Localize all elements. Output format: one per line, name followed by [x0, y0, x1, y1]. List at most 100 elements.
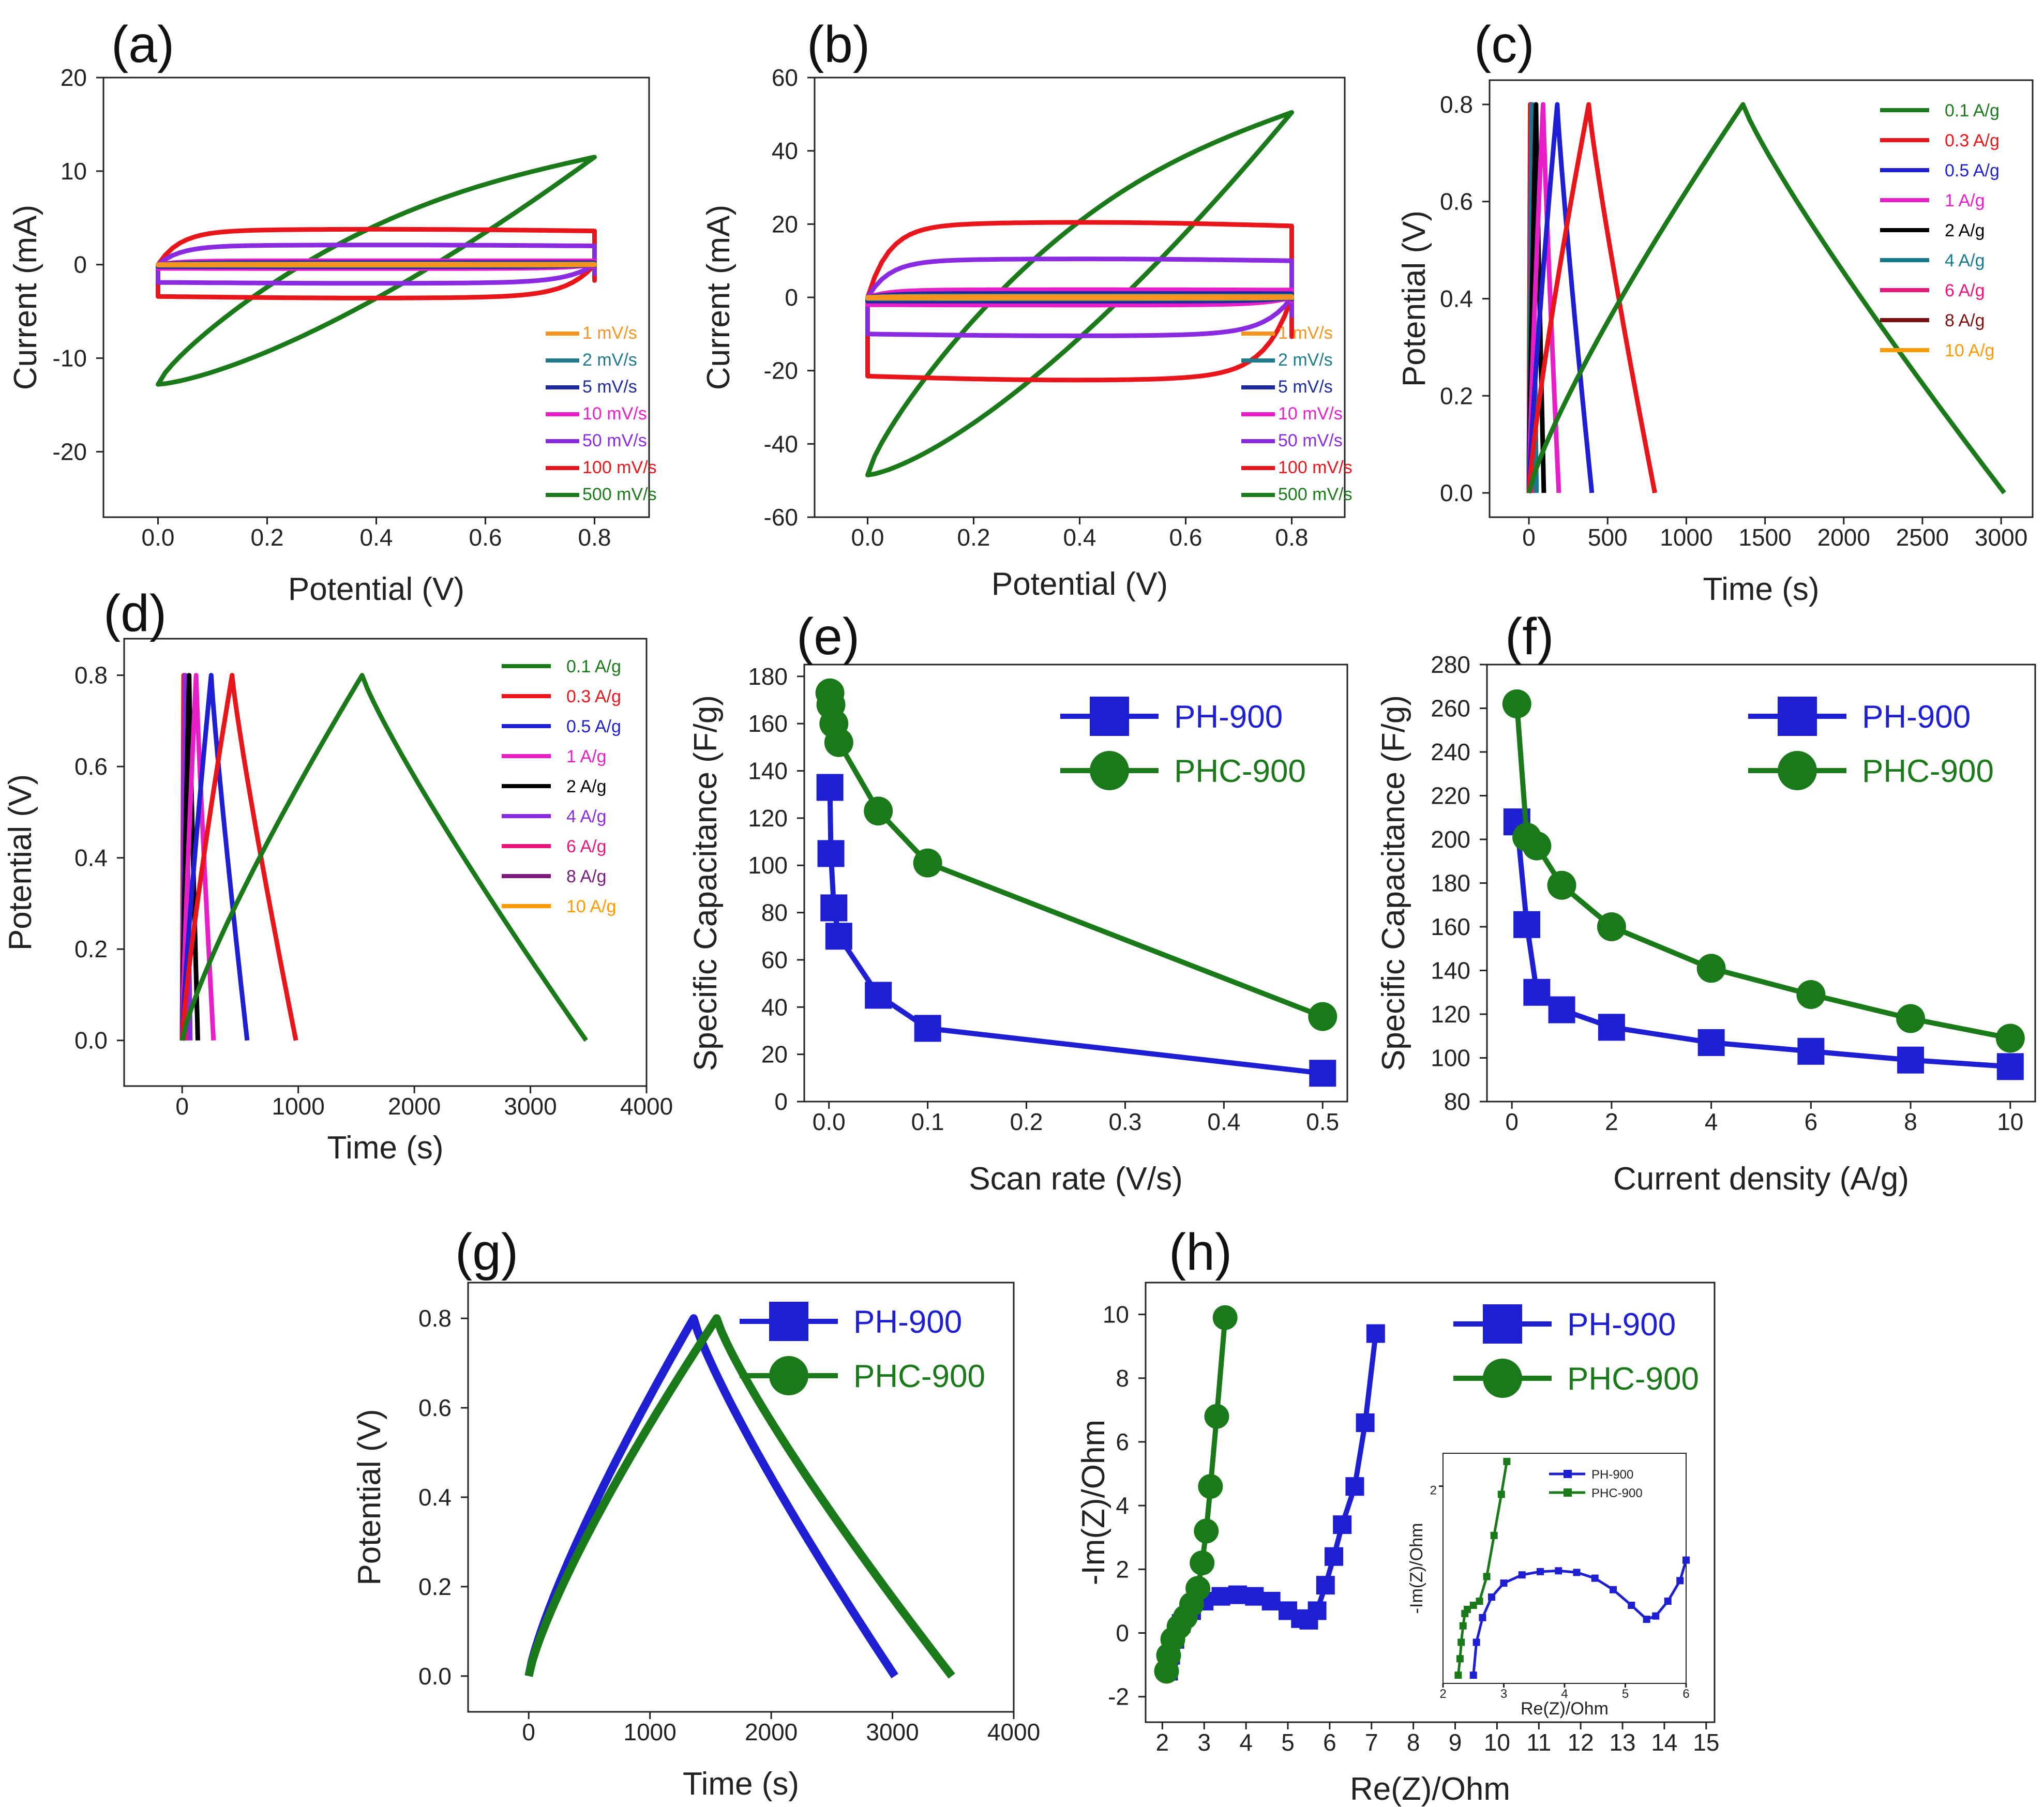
h-series-0-marker-square [1316, 1576, 1335, 1595]
f-series-1-marker-circle [1522, 831, 1552, 861]
b-y-tick-label: -60 [764, 504, 798, 531]
e-y-tick-label: 120 [748, 805, 788, 832]
f-y-tick-label: 280 [1431, 651, 1470, 678]
c-y-tick-label: 0.6 [1440, 188, 1473, 215]
f-series-0-marker-square [1897, 1046, 1925, 1074]
g-x-tick-label: 4000 [987, 1719, 1040, 1745]
e-legend-marker-square [1090, 697, 1129, 736]
e-series-1-marker-circle [913, 848, 942, 878]
e-x-tick-label: 0.2 [1010, 1108, 1043, 1135]
e-series-0-marker-square [865, 982, 892, 1009]
c-legend-label: 2 A/g [1945, 221, 1985, 240]
a-x-tick-label: 0.4 [360, 524, 393, 551]
f-y-tick-label: 240 [1431, 739, 1470, 765]
h-x-axis-label: Re(Z)/Ohm [1350, 1771, 1510, 1807]
c-series-0-curve [1526, 102, 2006, 494]
d-legend-label: 6 A/g [566, 837, 607, 856]
h-inset-series-0-marker [1518, 1571, 1526, 1579]
h-series-1-marker-circle [1198, 1474, 1223, 1499]
d-legend-label: 0.3 A/g [566, 687, 621, 706]
h-x-tick-label: 10 [1484, 1729, 1510, 1756]
f-series-0-marker-square [1548, 996, 1575, 1023]
h-series-1-marker-circle [1212, 1305, 1238, 1330]
a-x-tick-label: 0.0 [142, 524, 175, 551]
c-x-tick-label: 500 [1588, 524, 1628, 551]
c-y-tick-label: 0.4 [1440, 285, 1473, 312]
b-legend-label: 5 mV/s [1278, 377, 1333, 397]
h-inset-series-0-marker [1610, 1586, 1617, 1593]
h_inset-y-tick-label: 2 [1430, 1484, 1437, 1498]
h-inset-series-0-marker [1676, 1577, 1684, 1585]
c-series-1-curve [1526, 102, 1658, 493]
h-inset-series-0-marker [1682, 1556, 1690, 1564]
f-legend-marker-circle [1778, 751, 1817, 790]
g-y-tick-label: 0.8 [418, 1305, 452, 1332]
e-x-axis-label: Scan rate (V/s) [969, 1161, 1182, 1197]
d-series-1-curve [179, 673, 298, 1041]
h-x-tick-label: 12 [1568, 1729, 1594, 1756]
h-series-0-marker-square [1356, 1413, 1375, 1433]
h-series-0-marker-square [1228, 1585, 1247, 1604]
d-series-2-curve [179, 673, 250, 1041]
d-legend-label: 8 A/g [566, 867, 607, 886]
h-series-0-marker-square [1307, 1601, 1327, 1620]
h-y-tick-label: 0 [1116, 1620, 1129, 1647]
g-legend-label: PH-900 [853, 1304, 962, 1340]
b-series-4-loop [865, 257, 1294, 338]
a-y-tick-label: 0 [73, 251, 87, 278]
e-x-tick-label: 0.5 [1306, 1108, 1339, 1135]
d-x-tick-label: 4000 [620, 1093, 673, 1120]
e-series-0-marker-square [1309, 1060, 1336, 1087]
c-legend-label: 10 A/g [1945, 341, 1994, 360]
h_inset-x-tick-label: 2 [1439, 1687, 1446, 1701]
a-legend-label: 2 mV/s [582, 350, 637, 370]
e-x-tick-label: 0.0 [813, 1108, 846, 1135]
f-series-0-marker-square [1513, 911, 1541, 938]
h-inset-series-0-marker [1643, 1616, 1650, 1623]
g-series-1-curve [524, 1314, 955, 1679]
c-legend-label: 6 A/g [1945, 281, 1985, 300]
h-x-tick-label: 5 [1281, 1729, 1295, 1756]
a-x-tick-label: 0.8 [578, 524, 611, 551]
a-y-axis-label: Current (mA) [8, 205, 43, 390]
b-series-0-loop [865, 294, 1294, 300]
f-x-tick-label: 8 [1904, 1108, 1917, 1135]
a-legend-label: 500 mV/s [582, 485, 657, 504]
g-x-axis-label: Time (s) [683, 1766, 799, 1802]
f-series-0-marker-square [1797, 1037, 1825, 1065]
h-inset-series-0-marker [1664, 1598, 1672, 1605]
f-y-tick-label: 120 [1431, 1001, 1470, 1028]
f-x-tick-label: 6 [1805, 1108, 1818, 1135]
f-y-tick-label: 260 [1431, 695, 1470, 722]
f-x-tick-label: 4 [1705, 1108, 1718, 1135]
g-panel-letter: (g) [455, 1223, 518, 1281]
h-series-0-marker-square [1324, 1547, 1343, 1566]
h-x-tick-label: 11 [1526, 1729, 1551, 1756]
g-legend-marker-circle [769, 1356, 808, 1395]
e-legend-label: PHC-900 [1174, 754, 1306, 789]
b-x-tick-label: 0.6 [1169, 524, 1203, 551]
d-plot-frame [123, 638, 648, 1087]
h-inset-legend-marker [1564, 1488, 1572, 1497]
f-panel-letter: (f) [1505, 608, 1554, 666]
h-inset: 2 3 4 5 6 2 Re(Z)/Ohm -Im(Z)/Ohm PH-900 PHC-900 [1407, 1453, 1690, 1719]
c-y-axis-label: Potential (V) [1396, 210, 1432, 387]
h-inset-series-1-marker [1490, 1531, 1498, 1539]
h_inset-x-tick-label: 4 [1561, 1687, 1568, 1701]
a-y-tick-label: -20 [53, 438, 87, 465]
h-inset-series-1-marker [1456, 1655, 1464, 1663]
h-series-0-marker-square [1333, 1515, 1352, 1534]
e-y-tick-label: 100 [748, 852, 788, 879]
a-legend-label: 1 mV/s [582, 323, 637, 343]
c-legend-label: 0.3 A/g [1945, 131, 2000, 150]
h-series-0-marker-square [1245, 1587, 1264, 1606]
c-x-axis-label: Time (s) [1703, 571, 1820, 607]
b-legend-label: 100 mV/s [1278, 458, 1352, 477]
a-legend-label: 10 mV/s [582, 404, 647, 424]
f-y-tick-label: 160 [1431, 913, 1470, 940]
d-series-0-curve [179, 673, 588, 1042]
b-x-tick-label: 0.4 [1063, 524, 1096, 551]
a-x-axis-label: Potential (V) [288, 571, 464, 607]
d-legend-label: 10 A/g [566, 897, 616, 916]
c-legend-label: 0.5 A/g [1945, 161, 2000, 180]
